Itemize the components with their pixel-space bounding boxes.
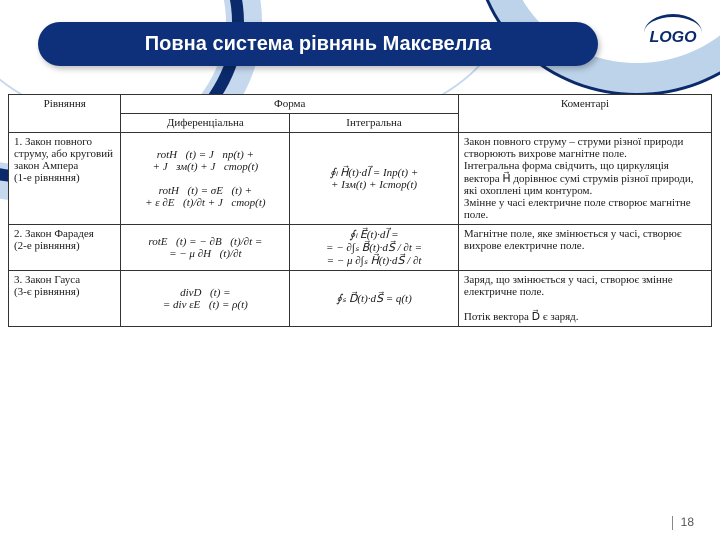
- table-row: 1. Закон повного струму, або кру­говий з…: [9, 133, 712, 225]
- th-equation: Рівняння: [9, 95, 121, 133]
- cell-eq: 2. Закон Фарадея (2-е рівняння): [9, 225, 121, 271]
- page-number: 18: [672, 515, 694, 530]
- cell-eq: 3. Закон Гауса (3-є рівняння): [9, 271, 121, 327]
- cell-int: ∮ₛ D⃗(t)·dS⃗ = q(t): [290, 271, 459, 327]
- table-row: 2. Закон Фарадея (2-е рівняння) rotE⃗(t)…: [9, 225, 712, 271]
- cell-int: ∮ₗ E⃗(t)·dl⃗ = = − ∂∫ₛ B⃗(t)·dS⃗ / ∂t = …: [290, 225, 459, 271]
- maxwell-table: Рівняння Форма Коментарі Диференціальна …: [8, 94, 712, 327]
- logo-text: LOGO: [649, 29, 696, 47]
- slide-title: Повна система рівнянь Максвелла: [145, 33, 491, 56]
- logo: LOGO: [644, 14, 702, 47]
- cell-com: Закон повного струму – струми різної при…: [458, 133, 711, 225]
- cell-com: Заряд, що змінюється у часі, створює змі…: [458, 271, 711, 327]
- cell-diff: rotH⃗(t) = J⃗пр(t) + + J⃗зм(t) + J⃗стор(…: [121, 133, 290, 225]
- th-comments: Коментарі: [458, 95, 711, 133]
- slide-title-pill: Повна система рівнянь Максвелла: [38, 22, 598, 66]
- cell-com: Магнітне поле, яке змінюється у часі, ст…: [458, 225, 711, 271]
- th-differential: Диференціальна: [121, 114, 290, 133]
- th-integral: Інтегральна: [290, 114, 459, 133]
- th-form: Форма: [121, 95, 458, 114]
- cell-eq: 1. Закон повного струму, або кру­говий з…: [9, 133, 121, 225]
- cell-int: ∮ₗ H⃗(t)·dl⃗ = Iпр(t) + + Iзм(t) + Iстор…: [290, 133, 459, 225]
- slide: LOGO Повна система рівнянь Максвелла Рів…: [0, 0, 720, 540]
- table-row: 3. Закон Гауса (3-є рівняння) divD⃗(t) =…: [9, 271, 712, 327]
- cell-diff: divD⃗(t) = = div εE⃗(t) = ρ(t): [121, 271, 290, 327]
- cell-diff: rotE⃗(t) = − ∂B⃗(t)/∂t = = − μ ∂H⃗(t)/∂t: [121, 225, 290, 271]
- maxwell-table-container: Рівняння Форма Коментарі Диференціальна …: [8, 94, 712, 504]
